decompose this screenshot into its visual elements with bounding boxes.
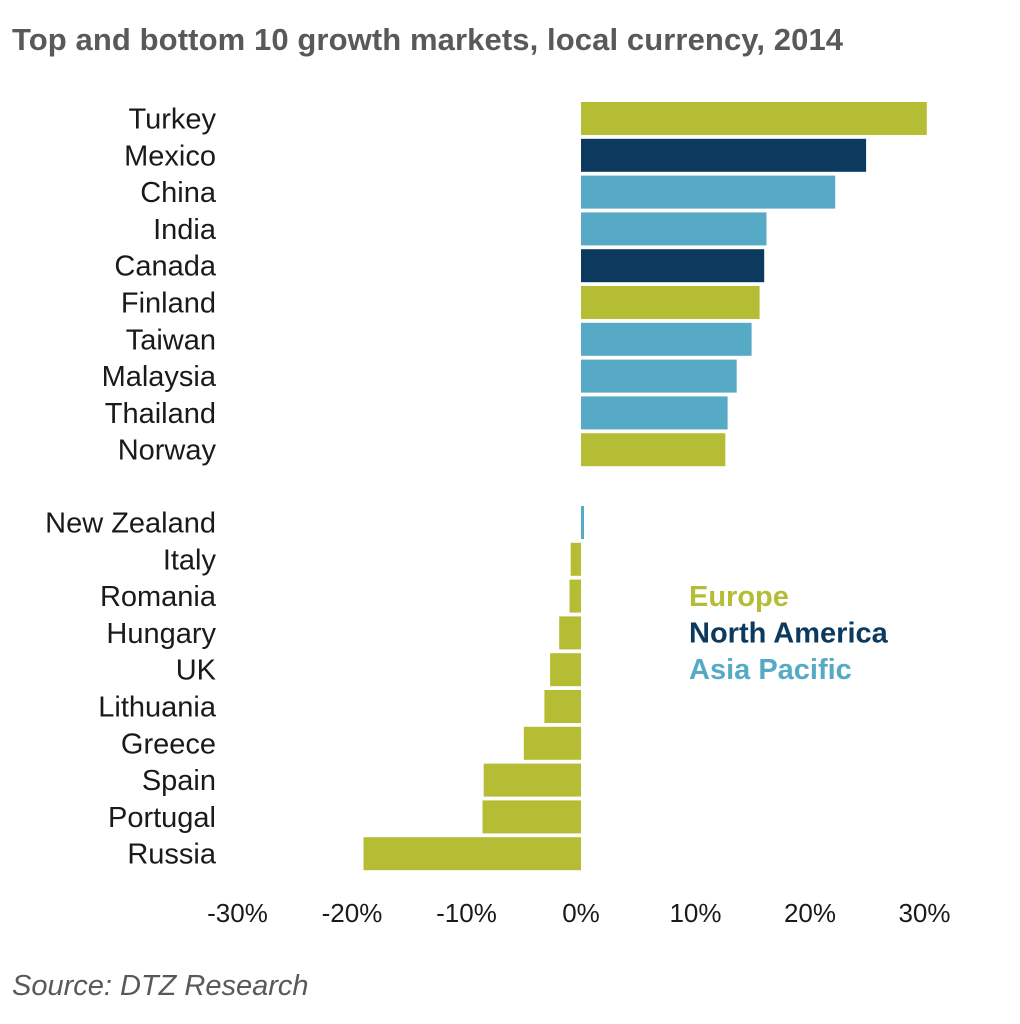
category-label-taiwan: Taiwan — [126, 324, 216, 356]
bar-spain — [483, 763, 581, 797]
x-tick-label: 10% — [669, 898, 721, 928]
x-tick-label: -10% — [436, 898, 497, 928]
category-label-malaysia: Malaysia — [102, 361, 217, 393]
category-label-hungary: Hungary — [106, 618, 216, 650]
x-tick-label: 30% — [898, 898, 950, 928]
bar-india — [581, 212, 767, 246]
bar-greece — [523, 726, 582, 760]
category-label-new-zealand: New Zealand — [45, 508, 216, 540]
category-label-india: India — [153, 214, 217, 246]
bar-portugal — [482, 800, 581, 834]
category-label-spain: Spain — [142, 765, 216, 797]
category-label-greece: Greece — [121, 728, 216, 760]
bar-russia — [363, 837, 581, 871]
category-label-mexico: Mexico — [124, 140, 216, 172]
category-labels: Turkey Mexico China India Canada Finland Taiwa… — [45, 104, 217, 871]
category-label-china: China — [140, 177, 217, 209]
bar-mexico — [581, 138, 867, 172]
category-label-thailand: Thailand — [105, 398, 216, 430]
chart-title: Top and bottom 10 growth markets, local … — [12, 22, 844, 57]
category-label-uk: UK — [176, 655, 217, 687]
x-tick-label: 0% — [562, 898, 600, 928]
source-note: Source: DTZ Research — [12, 970, 309, 1002]
category-label-norway: Norway — [118, 435, 217, 467]
bars-layer — [363, 102, 927, 871]
x-axis-tick-labels: -30% -20% -10% 0% 10% 20% 30% — [207, 898, 950, 928]
category-label-turkey: Turkey — [128, 104, 216, 136]
bar-new-zealand — [581, 506, 584, 539]
legend-item-asia-pacific: Asia Pacific — [689, 654, 852, 686]
bar-norway — [581, 433, 726, 467]
category-label-lithuania: Lithuania — [98, 692, 217, 724]
legend-item-north-america: North America — [689, 618, 889, 650]
category-label-romania: Romania — [100, 581, 217, 613]
x-tick-label: -20% — [322, 898, 383, 928]
bar-lithuania — [544, 690, 581, 723]
bar-canada — [581, 249, 765, 283]
bar-turkey — [581, 102, 927, 135]
bar-taiwan — [581, 322, 752, 356]
x-tick-label: -30% — [207, 898, 268, 928]
x-tick-label: 20% — [784, 898, 836, 928]
category-label-portugal: Portugal — [108, 802, 216, 834]
legend: Europe North America Asia Pacific — [689, 581, 889, 686]
bar-italy — [570, 542, 581, 576]
bar-thailand — [581, 396, 728, 430]
bar-hungary — [559, 616, 581, 650]
category-label-russia: Russia — [127, 839, 217, 871]
bar-uk — [550, 653, 581, 687]
bar-romania — [569, 579, 581, 613]
category-label-italy: Italy — [163, 544, 217, 576]
bar-china — [581, 175, 836, 209]
bar-malaysia — [581, 359, 737, 393]
category-label-canada: Canada — [114, 251, 216, 283]
bar-finland — [581, 286, 760, 319]
legend-item-europe: Europe — [689, 581, 789, 613]
category-label-finland: Finland — [121, 288, 216, 320]
